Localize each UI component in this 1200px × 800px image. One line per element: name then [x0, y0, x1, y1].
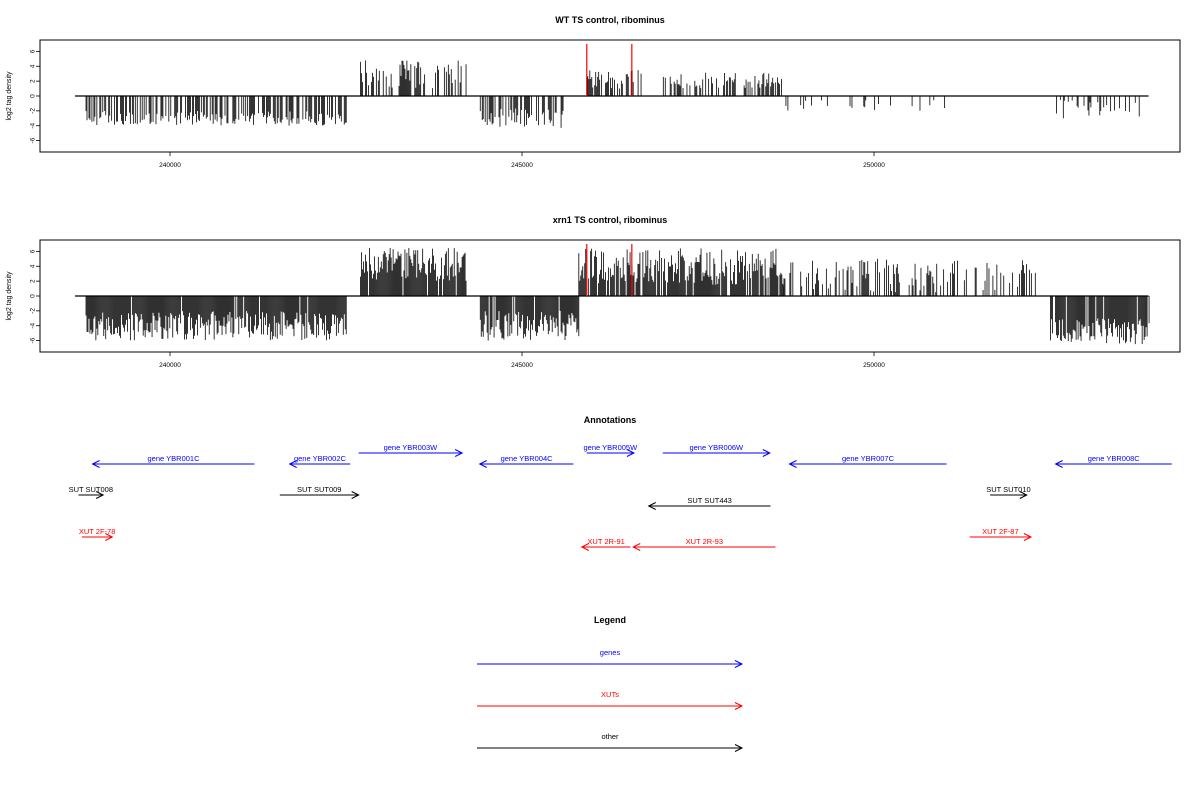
- feature-label: XUT 2R-91: [587, 537, 624, 546]
- legend-arrow-head: [734, 744, 744, 752]
- feature-label: gene YBR005W: [584, 443, 639, 452]
- feature-label: gene YBR007C: [842, 454, 895, 463]
- panel-wt: WT TS control, ribominus log2 tag densit…: [6, 15, 1181, 169]
- x-tick-label: 240000: [159, 162, 181, 169]
- feature-arrow-head: [580, 543, 590, 551]
- feature-label: gene YBR004C: [501, 454, 554, 463]
- y-tick-label: -4: [30, 122, 37, 128]
- feature-label: XUT 2F-87: [982, 527, 1019, 536]
- feature-arrow-head: [762, 449, 771, 457]
- feature-label: XUT 2F-78: [79, 527, 116, 536]
- y-tick-label: 4: [30, 264, 37, 268]
- x-tick-label: 240000: [159, 362, 181, 369]
- annotation-feature: SUT SUT443: [647, 496, 771, 510]
- y-tick-label: 6: [30, 49, 37, 53]
- feature-label: gene YBR006W: [689, 443, 744, 452]
- y-tick-label: -2: [30, 108, 37, 114]
- panel-xrn1-title: xrn1 TS control, ribominus: [553, 215, 668, 225]
- feature-label: gene YBR003W: [384, 443, 439, 452]
- y-tick-label: 4: [30, 64, 37, 68]
- annotation-feature: gene YBR005W: [584, 443, 639, 457]
- feature-label: SUT SUT443: [687, 496, 731, 505]
- feature-arrow-head: [1019, 491, 1028, 499]
- annotation-feature: gene YBR008C: [1054, 454, 1172, 468]
- x-tick-label: 250000: [863, 362, 885, 369]
- annotation-feature: gene YBR006W: [662, 443, 771, 457]
- panel-wt-ylabel: log2 tag density: [6, 71, 13, 121]
- feature-arrow-head: [105, 533, 114, 541]
- feature-arrow-head: [351, 491, 360, 499]
- panel-xrn1: xrn1 TS control, ribominus log2 tag dens…: [6, 215, 1181, 369]
- x-tick-label: 245000: [511, 162, 533, 169]
- y-tick-label: 2: [30, 79, 37, 83]
- annotation-feature: gene YBR007C: [788, 454, 947, 468]
- y-tick-label: -4: [30, 322, 37, 328]
- annotation-feature: gene YBR003W: [358, 443, 464, 457]
- y-tick-label: 2: [30, 279, 37, 283]
- legend-items: genes XUTs other: [477, 648, 744, 752]
- y-tick-label: -2: [30, 308, 37, 314]
- annotation-feature: gene YBR002C: [288, 454, 351, 468]
- y-tick-label: -6: [30, 137, 37, 143]
- panel-wt-bars: [85, 60, 1140, 128]
- feature-label: SUT SUT010: [986, 485, 1030, 494]
- annotation-feature: XUT 2R-93: [632, 537, 776, 551]
- feature-label: SUT SUT009: [297, 485, 341, 494]
- annotations-panel: Annotations gene YBR001C gene YBR002Cgene…: [69, 415, 1172, 551]
- feature-label: gene YBR008C: [1088, 454, 1141, 463]
- legend-panel: Legend genes XUTs other: [477, 615, 744, 752]
- legend-arrow-head: [734, 702, 744, 710]
- feature-label: SUT SUT008: [69, 485, 113, 494]
- feature-arrow-head: [626, 449, 636, 457]
- annotation-feature: SUT SUT009: [279, 485, 360, 499]
- legend-title: Legend: [594, 615, 626, 625]
- y-tick-label: -6: [30, 337, 37, 343]
- annotation-feature: XUT 2F-78: [79, 527, 116, 541]
- x-tick-label: 250000: [863, 162, 885, 169]
- feature-arrow-head: [647, 502, 656, 510]
- feature-arrow-head: [95, 491, 105, 499]
- annotation-features: gene YBR001C gene YBR002C gene YBR003W gene…: [69, 443, 1172, 551]
- feature-arrow-head: [632, 543, 641, 551]
- feature-label: gene YBR002C: [294, 454, 347, 463]
- feature-arrow-head: [478, 460, 487, 468]
- panel-xrn1-bars: [85, 247, 1150, 345]
- legend-item-genes: genes: [477, 648, 744, 668]
- annotation-feature: gene YBR001C: [91, 454, 255, 468]
- panel-wt-markers: [586, 44, 633, 96]
- annotation-feature: XUT 2F-87: [969, 527, 1033, 541]
- annotation-feature: XUT 2R-91: [580, 537, 631, 551]
- y-tick-label: 6: [30, 249, 37, 253]
- x-tick-label: 245000: [511, 362, 533, 369]
- annotation-feature: SUT SUT010: [986, 485, 1031, 499]
- annotation-feature: gene YBR004C: [478, 454, 574, 468]
- legend-item-other: other: [477, 732, 744, 752]
- legend-arrow-head: [734, 660, 744, 668]
- y-tick-label: 0: [30, 294, 37, 298]
- feature-arrow-head: [288, 460, 297, 468]
- annotation-feature: SUT SUT008: [69, 485, 113, 499]
- feature-label: gene YBR001C: [148, 454, 201, 463]
- legend-label: other: [601, 732, 619, 741]
- legend-label: XUTs: [601, 690, 619, 699]
- feature-arrow-head: [91, 460, 100, 468]
- legend-item-xuts: XUTs: [477, 690, 744, 710]
- panel-xrn1-ylabel: log2 tag density: [6, 271, 13, 321]
- annotations-title: Annotations: [584, 415, 637, 425]
- panel-wt-title: WT TS control, ribominus: [555, 15, 665, 25]
- feature-arrow-head: [1023, 533, 1033, 541]
- feature-label: XUT 2R-93: [686, 537, 723, 546]
- legend-label: genes: [600, 648, 621, 657]
- feature-arrow-head: [1054, 460, 1063, 468]
- panel-xrn1-markers: [586, 244, 633, 296]
- feature-arrow-head: [788, 460, 797, 468]
- feature-arrow-head: [454, 449, 464, 457]
- y-tick-label: 0: [30, 94, 37, 98]
